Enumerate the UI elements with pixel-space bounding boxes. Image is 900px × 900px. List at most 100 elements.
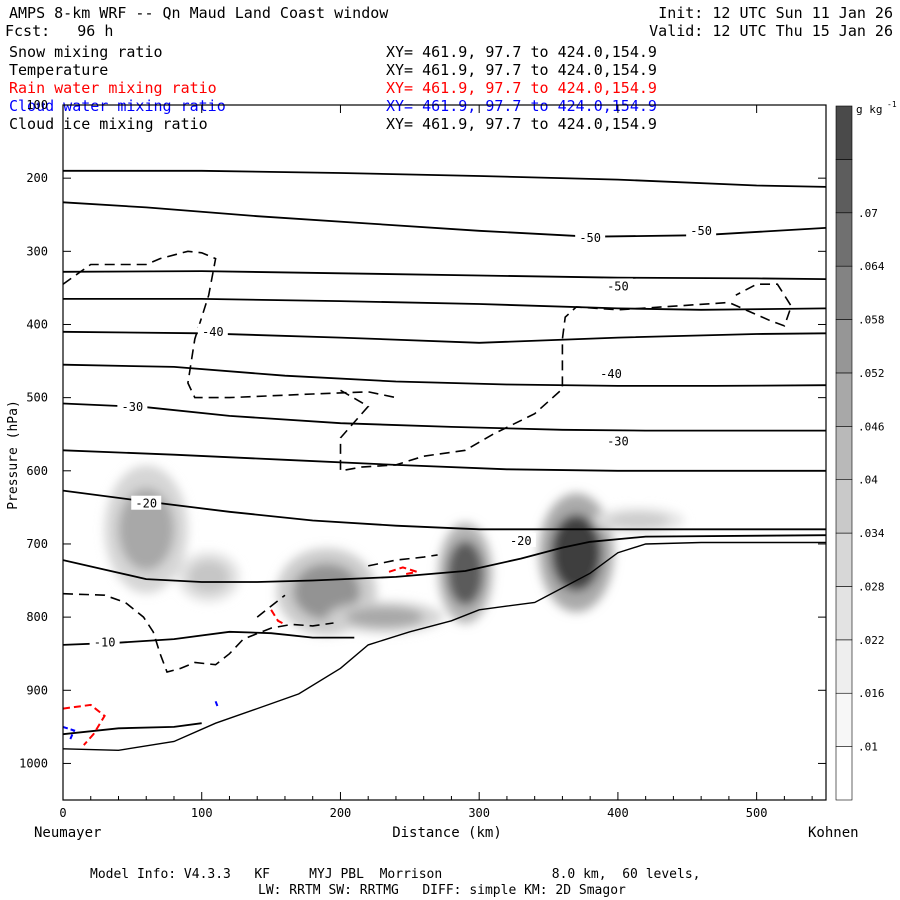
legend-cloud-water-xy: XY= 461.9, 97.7 to 424.0,154.9 [386, 97, 657, 115]
temperature-contour-1 [63, 201, 826, 238]
colorbar-swatch-6 [835, 426, 853, 480]
contour-label-bg-0 [575, 230, 606, 245]
cloud-ice-core-6 [608, 512, 670, 529]
contour-label-4: -40 [600, 367, 622, 381]
contour-label-bg-3 [197, 323, 228, 338]
y-tick-label-2: 300 [26, 244, 48, 258]
cloud-ice-core-1 [187, 560, 230, 593]
temperature-contour-4 [63, 330, 826, 344]
colorbar-unit: g kg [856, 103, 883, 116]
model-info-line2: LW: RRTM SW: RRTMG DIFF: simple KM: 2D S… [258, 883, 626, 898]
cloud-ice-core-4 [447, 541, 484, 606]
contour-label-3: -40 [202, 325, 224, 339]
colorbar-tick-label-7: .052 [858, 367, 885, 380]
contour-label-2: -50 [607, 279, 629, 293]
snow-contour-4 [368, 554, 438, 567]
y-tick-label-7: 800 [26, 610, 48, 624]
y-tick-label-8: 900 [26, 683, 48, 697]
temperature-contour-9 [63, 534, 826, 583]
rain-contour-0 [63, 703, 106, 746]
cloud-water-contour-1 [214, 700, 220, 709]
model-info-line1: Model Info: V4.3.3 KF MYJ PBL Morrison 8… [90, 867, 701, 882]
snow-contour-1 [339, 283, 793, 472]
snow-contour-0 [63, 250, 397, 399]
colorbar-tick-label-4: .034 [858, 527, 885, 540]
contour-label-bg-5 [117, 399, 148, 414]
y-tick-label-9: 1000 [19, 756, 48, 770]
colorbar-swatch-4 [835, 532, 853, 587]
colorbar-swatch-5 [835, 479, 853, 534]
legend-temperature-xy: XY= 461.9, 97.7 to 424.0,154.9 [386, 61, 657, 79]
forecast-hour: Fcst: 96 h [5, 22, 114, 40]
legend-temperature-label: Temperature [9, 61, 109, 79]
colorbar-tick-label-6: .046 [858, 420, 885, 433]
contour-label-bg-6 [602, 433, 633, 448]
x-tick-label-1: 100 [191, 806, 213, 820]
legend-cloud-ice-label: Cloud ice mixing ratio [9, 115, 208, 133]
contour-label-6: -30 [607, 435, 629, 449]
temperature-contour-0 [63, 169, 826, 188]
init-time: Init: 12 UTC Sun 11 Jan 26 [658, 4, 893, 22]
colorbar-swatch-11 [835, 159, 853, 214]
rain-contour-1 [270, 609, 286, 626]
legend-rain-xy: XY= 461.9, 97.7 to 424.0,154.9 [386, 79, 657, 97]
colorbar-tick-label-10: .07 [858, 207, 878, 220]
contour-label-8: -20 [510, 534, 532, 548]
contour-label-7: -20 [135, 497, 157, 511]
colorbar-swatch-1 [835, 692, 853, 747]
cloud-ice-core-3 [346, 606, 424, 628]
colorbar-tick-label-5: .04 [858, 474, 878, 487]
colorbar-swatch-0 [835, 746, 853, 801]
temperature-contour-5 [63, 363, 826, 387]
colorbar-tick-label-2: .022 [858, 634, 885, 647]
colorbar-tick-label-0: .01 [858, 741, 878, 754]
cloud-ice-core-5 [551, 514, 602, 591]
y-tick-label-1: 200 [26, 171, 48, 185]
x-tick-label-4: 400 [607, 806, 629, 820]
valid-time: Valid: 12 UTC Thu 15 Jan 26 [649, 22, 893, 40]
contour-label-bg-7 [131, 495, 162, 510]
x-tick-label-0: 0 [59, 806, 66, 820]
legend-cloud-water-label: Cloud water mixing ratio [9, 97, 226, 115]
contour-label-bg-1 [686, 222, 717, 237]
temperature-contour-11 [63, 722, 202, 736]
colorbar-swatch-10 [835, 212, 853, 267]
colorbar-unit-superscript: -1 [887, 100, 897, 109]
contour-label-bg-4 [595, 366, 626, 381]
y-tick-label-3: 400 [26, 317, 48, 331]
legend-snow-label: Snow mixing ratio [9, 43, 163, 61]
colorbar-tick-label-1: .016 [858, 687, 885, 700]
temperature-contour-3 [63, 298, 826, 311]
colorbar-swatch-12 [835, 105, 853, 160]
temperature-contour-8 [63, 489, 826, 531]
colorbar-swatch-9 [835, 265, 853, 320]
x-tick-label-5: 500 [746, 806, 768, 820]
left-endpoint-label: Neumayer [34, 825, 101, 841]
contour-label-bg-8 [505, 533, 536, 548]
contour-label-bg-9 [89, 634, 120, 649]
chart-title: AMPS 8-km WRF -- Qn Maud Land Coast wind… [9, 4, 389, 22]
colorbar-swatch-8 [835, 319, 853, 374]
cloud-ice-core-2 [293, 563, 360, 620]
colorbar-swatch-3 [835, 586, 853, 641]
x-axis-label: Distance (km) [392, 825, 502, 841]
legend-snow-xy: XY= 461.9, 97.7 to 424.0,154.9 [386, 43, 657, 61]
colorbar-swatch-7 [835, 372, 853, 427]
colorbar-swatch-2 [835, 639, 853, 694]
legend-rain-label: Rain water mixing ratio [9, 79, 217, 97]
y-tick-label-5: 600 [26, 464, 48, 478]
snow-contour-3 [256, 594, 286, 618]
y-tick-label-4: 500 [26, 391, 48, 405]
snow-contour-2 [63, 592, 334, 673]
rain-contour-2 [388, 566, 421, 576]
terrain-line [63, 541, 826, 752]
colorbar-tick-label-9: .064 [858, 260, 885, 273]
x-tick-label-3: 300 [468, 806, 490, 820]
y-axis-label: Pressure (hPa) [6, 400, 21, 510]
contour-label-9: -10 [94, 636, 116, 650]
legend-cloud-ice-xy: XY= 461.9, 97.7 to 424.0,154.9 [386, 115, 657, 133]
temperature-contour-6 [63, 402, 826, 432]
temperature-contour-2 [63, 270, 826, 280]
plot-frame [62, 104, 827, 801]
contour-label-0: -50 [579, 231, 601, 245]
